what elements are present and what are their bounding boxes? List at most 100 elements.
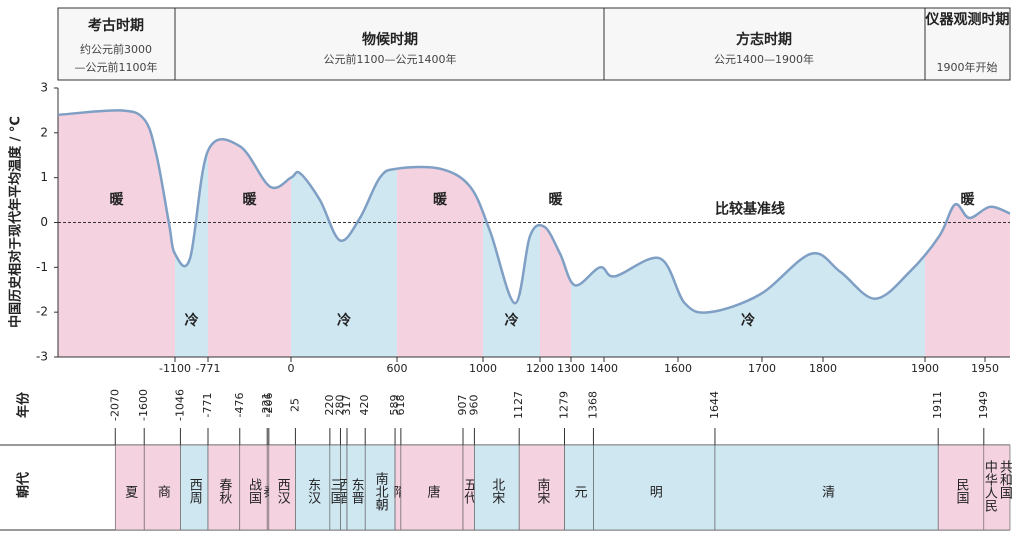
region-label: 冷 (337, 312, 351, 329)
baseline-label: 比较基准线 (715, 201, 785, 218)
dynasty-cell (364, 444, 396, 531)
y-tick-label: 0 (40, 215, 48, 229)
dynasty-name: 南北朝 (372, 471, 388, 511)
dynasty-cell (983, 444, 1011, 531)
dynasty-cell (564, 444, 594, 531)
dynasty-name: 中华人民共和国 (981, 460, 1012, 512)
x-tick-label: 1950 (971, 362, 999, 375)
y-tick-label: 2 (40, 125, 48, 139)
x-tick-label: 1300 (557, 362, 585, 375)
year-label: 1911 (931, 391, 944, 419)
year-label: -206 (262, 393, 275, 418)
year-label: 420 (358, 395, 371, 416)
dynasty-name: 民国 (953, 478, 969, 504)
dynasty-name-box: 春秋 (216, 478, 232, 504)
dynasty-cell (937, 444, 985, 531)
y-tick-label: -2 (36, 305, 48, 319)
temperature-line (57, 109, 1011, 314)
dynasty-name-box: 东晋 (348, 478, 364, 504)
region-label: 暖 (243, 191, 258, 208)
x-tick-label: 1600 (664, 362, 692, 375)
dynasty-name: 唐 (424, 484, 440, 498)
dynasty-name-box: 东汉 (305, 478, 321, 504)
dynasty-cell (400, 444, 464, 531)
y-tick-label: -3 (36, 350, 48, 364)
year-label: 589 (388, 395, 401, 416)
period-title: 仪器观测时期 (925, 12, 1010, 28)
dynasty-name: 春秋 (216, 478, 232, 504)
dynasty-name: 战国 (245, 478, 261, 504)
dynasty-cell (518, 444, 565, 531)
year-label: 907 (456, 395, 469, 416)
dynasty-name: 东晋 (348, 478, 364, 504)
dynasty-name: 南宋 (534, 478, 550, 504)
dynasty-cell (268, 444, 296, 531)
x-tick-label: 1000 (469, 362, 497, 375)
dynasty-name-box: 唐 (424, 484, 440, 498)
dynasty-name-box: 清 (819, 484, 835, 498)
year-label: 1644 (708, 391, 721, 419)
period-subtitle: —公元前1100年 (75, 60, 158, 74)
dynasty-name-box: 南宋 (534, 478, 550, 504)
year-label: 25 (288, 398, 301, 412)
year-label: 1368 (586, 391, 599, 419)
dynasty-name: 西周 (186, 478, 202, 504)
region-label: 暖 (961, 191, 976, 208)
dynasty-name-box: 三国 (327, 478, 343, 504)
x-tick-label: 1400 (590, 362, 618, 375)
row-label: 年份 (16, 391, 32, 418)
y-tick-label: -1 (36, 260, 48, 274)
year-label: -771 (201, 393, 214, 418)
dynasty-name: 夏 (122, 484, 138, 498)
period-subtitle: 约公元前3000 (80, 42, 152, 56)
dynasty-name-box: 夏 (122, 484, 138, 498)
period-subtitle: 公元前1100—公元1400年 (324, 52, 457, 66)
dynasty-name: 东汉 (305, 478, 321, 504)
year-label: -1046 (173, 389, 186, 421)
dynasty-name: 北宋 (489, 478, 505, 504)
dynasty-name-box: 北宋 (489, 478, 505, 504)
dynasty-name-box: 民国 (953, 478, 969, 504)
period-subtitle: 1900年开始 (937, 60, 998, 74)
year-label: 1127 (512, 391, 525, 419)
dynasty-name: 元 (571, 484, 587, 498)
dynasty-name-box: 明 (646, 484, 662, 498)
year-label: 280 (333, 395, 346, 416)
dynasty-name: 西汉 (274, 478, 290, 504)
row-label: 朝代 (16, 472, 32, 498)
dynasty-name-box: 商 (154, 484, 170, 498)
y-axis-label: 中国历史相对于现代年平均温度 / °C (8, 116, 24, 328)
dynasty-name: 明 (646, 484, 662, 498)
year-label: -476 (233, 393, 246, 418)
dynasty-cell (295, 444, 331, 531)
dynasty-name-box: 西汉 (274, 478, 290, 504)
year-label: -1600 (137, 389, 150, 421)
period-title: 方志时期 (736, 31, 792, 48)
region (925, 110, 1010, 357)
dynasty-name: 清 (819, 484, 835, 498)
period-title: 考古时期 (88, 17, 144, 34)
dynasty-name: 五代 (461, 478, 477, 504)
dynasty-name-box: 中华人民共和国 (981, 460, 1012, 512)
dynasty-cell (114, 444, 145, 531)
y-tick-label: 1 (40, 170, 48, 184)
y-tick-label: 3 (40, 81, 48, 95)
region-label: 冷 (185, 312, 199, 329)
dynasty-cell (239, 444, 268, 531)
header-frame (57, 7, 1011, 81)
dynasty-cell (714, 444, 939, 531)
year-label: 317 (340, 395, 353, 416)
year-label: -2070 (108, 389, 121, 421)
period-subtitle: 公元1400—1900年 (714, 52, 814, 66)
dynasty-name-box: 西周 (186, 478, 202, 504)
x-tick-label: 1200 (526, 362, 554, 375)
region-label: 冷 (505, 312, 519, 329)
dynasty-name-box: 元 (571, 484, 587, 498)
dynasty-cell (207, 444, 241, 531)
year-label: 1279 (557, 391, 570, 419)
dynasty-cell (593, 444, 716, 531)
year-label: -221 (260, 393, 273, 418)
dynasty-name: 商 (154, 484, 170, 498)
dynasty-name: 三国 (327, 478, 343, 504)
